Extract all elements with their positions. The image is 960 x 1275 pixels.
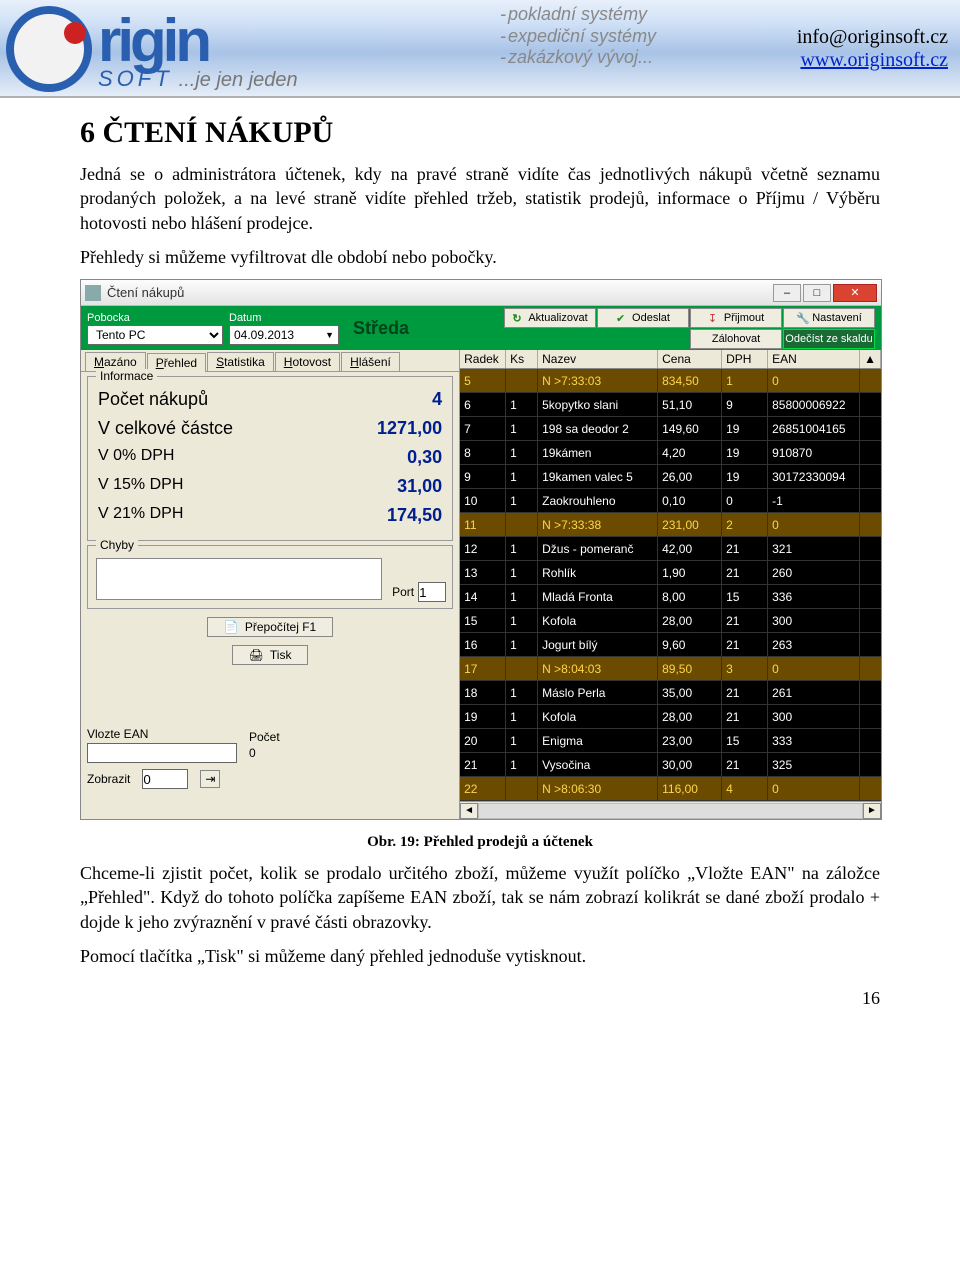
top-toolbar: Pobocka Tento PC Datum 04.09.2013▼ Střed… [81, 306, 881, 348]
datum-label: Datum [229, 312, 339, 324]
logo-text-main: rigin [98, 7, 208, 74]
tagline: expediční systémy [500, 26, 656, 48]
page-number: 16 [0, 988, 960, 1023]
table-row[interactable]: 9119kamen valec 526,001930172330094 [460, 465, 881, 489]
paragraph: Přehledy si můžeme vyfiltrovat dle obdob… [80, 245, 880, 269]
aktualizovat-button[interactable]: ↻Aktualizovat [504, 308, 596, 328]
grid-col-header[interactable]: EAN [768, 350, 860, 368]
grid-col-header[interactable]: Cena [658, 350, 722, 368]
logo: rigin SOFT ...je jen jeden [6, 6, 298, 92]
left-pane: MazánoPřehledStatistikaHotovostHlášení P… [81, 350, 459, 819]
vlozte-ean-label: Vlozte EAN [87, 727, 237, 741]
odeslat-button[interactable]: ✔Odeslat [597, 308, 689, 328]
grid-col-header[interactable]: Radek [460, 350, 506, 368]
table-row[interactable]: 131Rohlík1,9021260 [460, 561, 881, 585]
prepocitej-button[interactable]: 📄 Přepočítej F1 [207, 617, 333, 637]
table-row[interactable]: 615kopytko slani51,10985800006922 [460, 393, 881, 417]
table-row[interactable]: 211Vysočina30,0021325 [460, 753, 881, 777]
table-row[interactable]: 191Kofola28,0021300 [460, 705, 881, 729]
tab-hlášení[interactable]: Hlášení [341, 352, 400, 371]
chyby-group: Port [87, 545, 453, 609]
paragraph: Chceme-li zjistit počet, kolik se prodal… [80, 861, 880, 934]
table-row[interactable]: 141Mladá Fronta8,0015336 [460, 585, 881, 609]
logo-text-sub: SOFT [98, 66, 173, 91]
close-button[interactable]: ✕ [833, 284, 877, 302]
info-row: V celkové částce1271,00 [98, 414, 442, 443]
paragraph: Jedná se o administrátora účtenek, kdy n… [80, 162, 880, 235]
contact-block: info@originsoft.cz www.originsoft.cz [797, 26, 948, 72]
info-row: V 15% DPH31,00 [98, 472, 442, 501]
pobocka-label: Pobocka [87, 312, 223, 324]
grid-col-header[interactable]: Ks [506, 350, 538, 368]
table-row[interactable]: 11N >7:33:38231,0020 [460, 513, 881, 537]
table-row[interactable]: 17N >8:04:0389,5030 [460, 657, 881, 681]
zobrazit-label: Zobrazit [87, 772, 130, 786]
datum-input[interactable]: 04.09.2013▼ [229, 325, 339, 345]
tagline: zakázkový vývoj... [500, 47, 656, 69]
table-row[interactable]: 121Džus - pomeranč42,0021321 [460, 537, 881, 561]
app-window: Čtení nákupů – □ ✕ Pobocka Tento PC Datu… [80, 279, 882, 820]
day-label: Středa [353, 318, 409, 339]
minimize-button[interactable]: – [773, 284, 801, 302]
tisk-button[interactable]: 🖨 Tisk [232, 645, 309, 665]
table-row[interactable]: 151Kofola28,0021300 [460, 609, 881, 633]
table-row[interactable]: 181Máslo Perla35,0021261 [460, 681, 881, 705]
logo-slogan: ...je jen jeden [179, 69, 298, 91]
pobocka-select[interactable]: Tento PC [87, 325, 223, 345]
taglines: pokladní systémyexpediční systémyzakázko… [500, 4, 656, 69]
tab-hotovost[interactable]: Hotovost [275, 352, 340, 371]
contact-email: info@originsoft.cz [797, 26, 948, 49]
table-row[interactable]: 5N >7:33:03834,5010 [460, 369, 881, 393]
info-row: V 0% DPH0,30 [98, 443, 442, 472]
grid-col-header[interactable]: Nazev [538, 350, 658, 368]
window-titlebar: Čtení nákupů – □ ✕ [81, 280, 881, 306]
port-input[interactable] [418, 582, 446, 602]
table-row[interactable]: 8119kámen4,2019910870 [460, 441, 881, 465]
info-group: Počet nákupů4V celkové částce1271,00V 0%… [87, 376, 453, 541]
odecist-button[interactable]: Odečíst ze skaldu [783, 329, 875, 349]
right-pane: RadekKsNazevCenaDPHEAN▲ 5N >7:33:03834,5… [459, 350, 881, 819]
table-row[interactable]: 101Zaokrouhleno0,100-1 [460, 489, 881, 513]
table-row[interactable]: 161Jogurt bílý9,6021263 [460, 633, 881, 657]
chyby-textbox[interactable] [96, 558, 382, 600]
table-row[interactable]: 22N >8:06:30116,0040 [460, 777, 881, 801]
table-row[interactable]: 71198 sa deodor 2149,601926851004165 [460, 417, 881, 441]
tab-statistika[interactable]: Statistika [207, 352, 274, 371]
grid-header: RadekKsNazevCenaDPHEAN▲ [460, 350, 881, 369]
paragraph: Pomocí tlačítka „Tisk" si můžeme daný př… [80, 944, 880, 968]
horizontal-scrollbar[interactable]: ◄ ► [460, 801, 881, 819]
info-row: V 21% DPH174,50 [98, 501, 442, 530]
maximize-button[interactable]: □ [803, 284, 831, 302]
app-icon [85, 285, 101, 301]
logo-icon [6, 6, 92, 92]
header-banner: rigin SOFT ...je jen jeden pokladní systé… [0, 0, 960, 98]
tagline: pokladní systémy [500, 4, 656, 26]
contact-www[interactable]: www.originsoft.cz [797, 49, 948, 72]
info-row: Počet nákupů4 [98, 385, 442, 414]
nastaveni-button[interactable]: 🔧Nastavení [783, 308, 875, 328]
port-label: Port [392, 585, 414, 599]
pocet-value: 0 [249, 746, 280, 760]
grid-body[interactable]: 5N >7:33:03834,5010615kopytko slani51,10… [460, 369, 881, 801]
grid-scroll-up-icon[interactable]: ▲ [860, 350, 881, 368]
prijmout-button[interactable]: ↧Přijmout [690, 308, 782, 328]
zobrazit-go-button[interactable]: ⇥ [200, 770, 220, 788]
zalohovat-button[interactable]: Zálohovat [690, 329, 782, 349]
scroll-right-icon[interactable]: ► [863, 803, 881, 819]
ean-input[interactable] [87, 743, 237, 763]
grid-col-header[interactable]: DPH [722, 350, 768, 368]
section-title: 6 ČTENÍ NÁKUPŮ [80, 116, 880, 150]
figure-caption: Obr. 19: Přehled prodejů a účtenek [80, 834, 880, 851]
window-title: Čtení nákupů [107, 285, 773, 300]
scroll-left-icon[interactable]: ◄ [460, 803, 478, 819]
zobrazit-input[interactable] [142, 769, 188, 789]
pocet-label: Počet [249, 730, 280, 744]
table-row[interactable]: 201Enigma23,0015333 [460, 729, 881, 753]
